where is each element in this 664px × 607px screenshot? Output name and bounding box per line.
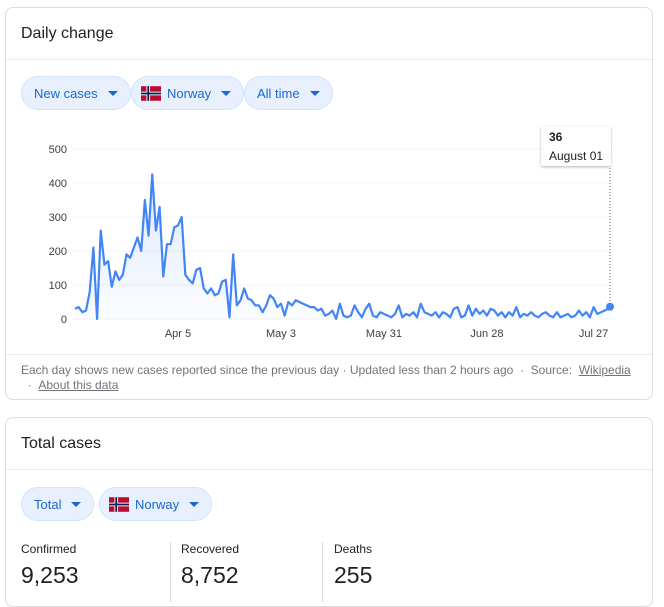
footer-note: Each day shows new cases reported since … <box>21 363 340 377</box>
tooltip-date: August 01 <box>549 149 603 163</box>
divider <box>6 59 652 60</box>
divider <box>170 542 171 602</box>
stat: Deaths 255 <box>334 542 372 589</box>
total-card: Total cases Total Norway Confirmed 9,253 … <box>5 417 653 607</box>
separator: · <box>342 363 347 377</box>
about-link[interactable]: About this data <box>38 378 119 392</box>
y-tick-label: 300 <box>49 212 67 224</box>
dropdown-arrow <box>71 501 82 507</box>
dropdown-arrow <box>221 90 232 96</box>
footer-updated: Updated less than 2 hours ago <box>349 363 514 377</box>
daily-card: Daily change New cases Norway All time E… <box>5 7 653 400</box>
source-label: Source: <box>530 363 573 377</box>
source-link[interactable]: Wikipedia <box>578 363 631 377</box>
stat: Recovered 8,752 <box>181 542 239 589</box>
chip-label: Total <box>34 496 62 512</box>
separator: · <box>520 363 524 377</box>
chip-label: New cases <box>34 85 98 101</box>
divider <box>322 542 323 602</box>
page: Daily change New cases Norway All time E… <box>5 7 653 607</box>
x-tick-label: Apr 5 <box>165 328 191 340</box>
tooltip-value: 36 <box>549 130 563 144</box>
y-tick-label: 500 <box>49 144 67 156</box>
range-chip[interactable]: All time <box>244 76 333 110</box>
type-chip[interactable]: Total <box>21 487 95 521</box>
dropdown-arrow <box>309 90 320 96</box>
line <box>74 173 613 321</box>
hover-point <box>606 302 614 311</box>
x-tick-label: Jul 27 <box>579 328 608 340</box>
y-tick-label: 400 <box>49 178 67 190</box>
flag-icon <box>109 496 129 512</box>
chip-label: All time <box>257 85 300 101</box>
separator: · <box>27 378 32 392</box>
stat-value: 8,752 <box>181 562 239 588</box>
stat-value: 255 <box>334 562 373 588</box>
card-title: Daily change <box>21 25 114 42</box>
stat-label: Confirmed <box>21 542 77 556</box>
stat-label: Recovered <box>181 542 240 556</box>
flag-icon <box>141 85 161 101</box>
tooltip <box>541 126 611 166</box>
area <box>75 174 612 319</box>
x-tick-label: Jun 28 <box>470 328 503 340</box>
metric-chip[interactable]: New cases <box>21 76 131 110</box>
chart: 0 100 200 300 400 500 Apr 5 May 3 May 31 Jun 28 Ju… <box>49 126 614 340</box>
x-tick-label: May 31 <box>366 328 402 340</box>
chip-label: Norway <box>135 496 180 512</box>
region-chip[interactable]: Norway <box>131 76 245 110</box>
divider <box>6 354 652 355</box>
region-chip[interactable]: Norway <box>99 487 213 521</box>
dropdown-arrow <box>107 90 118 96</box>
y-tick-label: 200 <box>49 246 67 258</box>
y-tick-label: 100 <box>49 280 67 292</box>
y-tick-label: 0 <box>61 314 67 326</box>
stat: Confirmed 9,253 <box>21 542 79 589</box>
stat-label: Deaths <box>334 542 373 556</box>
footer: Each day shows new cases reported since … <box>21 363 636 393</box>
chip-label: Norway <box>167 85 212 101</box>
dropdown-arrow <box>189 501 200 507</box>
stat-value: 9,253 <box>21 562 79 588</box>
card-title: Total cases <box>21 435 102 452</box>
x-tick-label: May 3 <box>266 328 296 340</box>
divider <box>6 469 652 470</box>
